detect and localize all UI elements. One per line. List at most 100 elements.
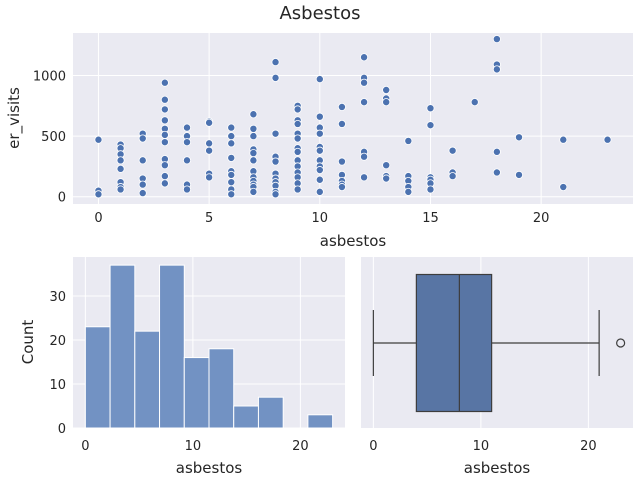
scatter-point (249, 110, 258, 119)
scatter-point (360, 152, 369, 161)
scatter-point (205, 139, 214, 148)
scatter-plot-area (73, 33, 633, 204)
scatter-x-tick-label: 5 (205, 211, 213, 226)
scatter-points (94, 35, 612, 199)
histogram-bar (84, 326, 111, 429)
scatter-point (249, 149, 258, 158)
boxplot-panel: 0 10 20 asbestos (361, 257, 633, 477)
scatter-x-tick-label: 10 (312, 211, 329, 226)
scatter-point (337, 102, 346, 111)
scatter-point (404, 136, 413, 145)
scatter-point (603, 135, 612, 144)
scatter-point (160, 95, 169, 104)
histogram-bar (109, 264, 136, 429)
scatter-point (160, 179, 169, 188)
scatter-point (293, 147, 302, 156)
scatter-point (94, 190, 103, 199)
scatter-point (337, 183, 346, 192)
scatter-point (382, 161, 391, 170)
scatter-point (94, 135, 103, 144)
scatter-point (559, 135, 568, 144)
scatter-point (315, 75, 324, 84)
scatter-panel: 0 5 10 15 20 0 500 1000 asbestos er_visits (5, 33, 633, 250)
scatter-point (160, 130, 169, 139)
histogram-x-tick-label: 0 (81, 439, 89, 454)
scatter-point (492, 147, 501, 156)
scatter-point (249, 132, 258, 141)
histogram-y-tick-label: 20 (49, 334, 66, 349)
scatter-point (492, 65, 501, 74)
scatter-point (138, 134, 147, 143)
scatter-point (293, 134, 302, 143)
scatter-point (426, 185, 435, 194)
scatter-point (182, 185, 191, 194)
scatter-point (116, 156, 125, 165)
histogram-bar (134, 330, 161, 429)
histogram-x-axis-label: asbestos (176, 459, 243, 477)
scatter-point (160, 161, 169, 170)
histogram-bar (307, 414, 334, 429)
scatter-point (448, 172, 457, 181)
boxplot-x-tick-label: 20 (580, 439, 597, 454)
scatter-point (227, 190, 236, 199)
scatter-point (205, 146, 214, 155)
scatter-point (271, 73, 280, 82)
scatter-point (360, 53, 369, 62)
scatter-point (337, 157, 346, 166)
scatter-point (426, 104, 435, 113)
scatter-point (315, 112, 324, 121)
scatter-x-tick-label: 15 (422, 211, 439, 226)
scatter-point (182, 123, 191, 132)
histogram-tick-labels: 0 10 20 0 10 20 30 (49, 290, 308, 454)
scatter-point (382, 174, 391, 183)
boxplot-box (415, 273, 493, 413)
scatter-point (360, 98, 369, 107)
histogram-bar (233, 405, 259, 429)
scatter-y-axis-label: er_visits (5, 87, 24, 149)
scatter-point (271, 190, 280, 199)
scatter-point (271, 58, 280, 67)
scatter-point (293, 119, 302, 128)
scatter-point (116, 164, 125, 173)
histogram-x-tick-label: 10 (185, 439, 202, 454)
histogram-bar (183, 357, 210, 429)
scatter-point (160, 138, 169, 147)
scatter-point (448, 146, 457, 155)
scatter-y-tick-label: 1000 (33, 69, 66, 84)
scatter-point (271, 129, 280, 138)
scatter-point (470, 98, 479, 107)
boxplot-outlier (616, 338, 626, 348)
scatter-x-tick-label: 20 (533, 211, 550, 226)
scatter-point (382, 98, 391, 107)
scatter-tick-labels: 0 5 10 15 20 0 500 1000 (33, 69, 550, 226)
histogram-bar (208, 348, 235, 429)
scatter-point (205, 173, 214, 182)
histogram-bars (84, 264, 334, 429)
scatter-point (227, 123, 236, 132)
scatter-y-tick-label: 500 (41, 130, 66, 145)
scatter-point (227, 178, 236, 187)
scatter-point (492, 35, 501, 44)
histogram-y-axis-label: Count (19, 320, 37, 365)
scatter-point (205, 118, 214, 127)
histogram-y-tick-label: 30 (49, 290, 66, 305)
scatter-point (515, 170, 524, 179)
scatter-point (249, 124, 258, 133)
scatter-point (138, 180, 147, 189)
scatter-point (271, 157, 280, 166)
scatter-point (160, 172, 169, 181)
scatter-point (160, 78, 169, 87)
scatter-y-tick-label: 0 (58, 191, 66, 206)
scatter-point (515, 133, 524, 142)
scatter-point (160, 116, 169, 125)
scatter-point (182, 156, 191, 165)
histogram-bar (257, 396, 284, 429)
scatter-point (337, 119, 346, 128)
histogram-y-tick-label: 0 (58, 422, 66, 437)
scatter-point (227, 153, 236, 162)
scatter-point (492, 168, 501, 177)
scatter-point (426, 121, 435, 130)
boxplot-x-tick-label: 0 (369, 439, 377, 454)
histogram-panel: 0 10 20 0 10 20 30 asbestos Count (19, 257, 345, 477)
scatter-point (138, 156, 147, 165)
